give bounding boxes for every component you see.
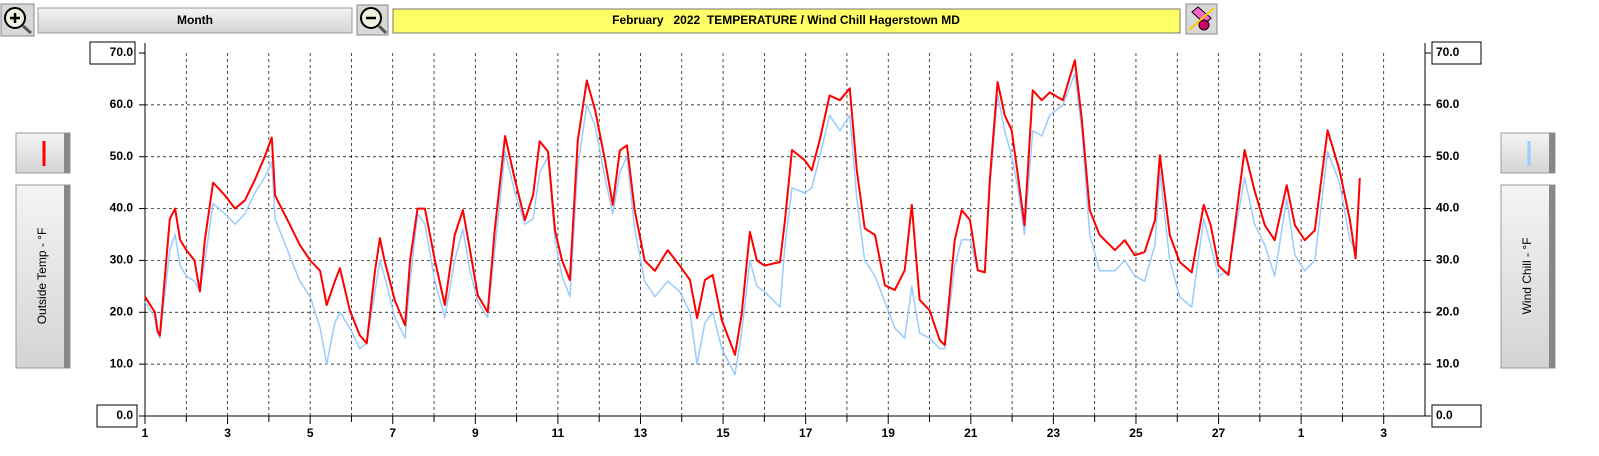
y2-tick-label: 0.0 — [1436, 408, 1453, 422]
temp-legend-button[interactable] — [15, 132, 71, 174]
period-label: Month — [177, 13, 213, 27]
y2-tick-label: 20.0 — [1436, 304, 1460, 318]
y-tick-label: 40.0 — [110, 201, 134, 215]
y-tick-label: 30.0 — [110, 253, 134, 267]
tick-box — [1431, 41, 1482, 65]
y2-axis-label: Wind Chill - °F — [1520, 238, 1534, 315]
y-axis-label: Outside Temp - °F — [35, 228, 49, 325]
y2-tick-label: 60.0 — [1436, 97, 1460, 111]
y2-tick-label: 10.0 — [1436, 356, 1460, 370]
y-tick-label: 60.0 — [110, 97, 134, 111]
x-tick-label: 3 — [1380, 426, 1387, 440]
x-tick-label: 5 — [307, 426, 314, 440]
chill-legend-button[interactable] — [1500, 132, 1556, 174]
panel-edge — [1549, 185, 1555, 368]
y-tick-label: 10.0 — [110, 356, 134, 370]
y-tick-label: 70.0 — [110, 45, 134, 59]
x-tick-label: 3 — [224, 426, 231, 440]
x-tick-label: 21 — [964, 426, 978, 440]
y2-tick-label: 30.0 — [1436, 253, 1460, 267]
x-tick-label: 27 — [1212, 426, 1226, 440]
tick-box — [89, 41, 136, 65]
x-tick-label: 1 — [1298, 426, 1305, 440]
y-tick-label: 0.0 — [116, 408, 133, 422]
zoom-in-button[interactable] — [0, 3, 35, 37]
panel-edge — [64, 185, 70, 368]
x-tick-label: 23 — [1047, 426, 1061, 440]
chart-title: February 2022 TEMPERATURE / Wind Chill H… — [612, 13, 960, 27]
y-tick-label: 50.0 — [110, 149, 134, 163]
zoom-out-button[interactable] — [356, 4, 389, 36]
series-line — [144, 59, 1361, 356]
x-tick-label: 7 — [389, 426, 396, 440]
series-line — [144, 72, 1361, 376]
y-label-panel — [15, 184, 71, 369]
x-tick-label: 11 — [552, 426, 565, 440]
x-tick-label: 15 — [716, 426, 730, 440]
x-tick-label: 17 — [799, 426, 813, 440]
tick-box — [96, 404, 138, 428]
period-button[interactable]: Month — [37, 7, 353, 34]
x-tick-label: 13 — [634, 426, 648, 440]
x-tick-label: 25 — [1129, 426, 1143, 440]
y2-label-panel — [1500, 184, 1556, 369]
plot: 0.0 10.0 20.0 30.0 40.0 50.0 60.0 70.0 0.0 10.0 20… — [89, 41, 1482, 440]
y2-tick-label: 50.0 — [1436, 149, 1460, 163]
title-bar — [392, 8, 1181, 34]
y2-tick-label: 70.0 — [1436, 45, 1460, 59]
tick-box — [1431, 404, 1482, 428]
x-tick-label: 9 — [472, 426, 479, 440]
x-tick-label: 19 — [882, 426, 896, 440]
y-tick-label: 20.0 — [110, 304, 134, 318]
x-tick-label: 1 — [142, 426, 149, 440]
y2-tick-label: 40.0 — [1436, 201, 1460, 215]
print-button[interactable] — [1185, 3, 1218, 35]
